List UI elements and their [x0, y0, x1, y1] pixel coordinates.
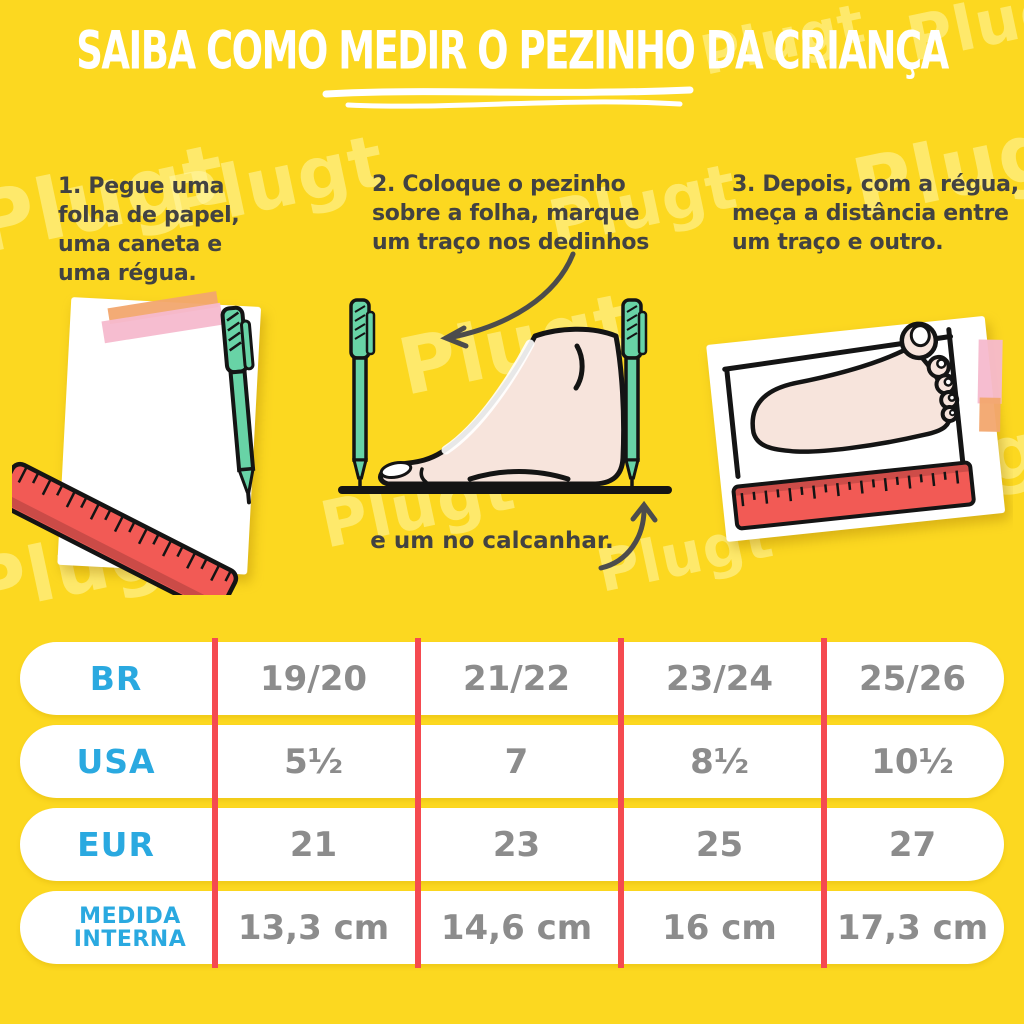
size-value: 25/26: [858, 658, 967, 699]
size-table: BR 19/20 21/22 23/24 25/26 USA 5½ 7 8½ 1…: [20, 638, 1004, 968]
size-value: 25: [695, 824, 744, 865]
pen-icon: [621, 298, 648, 490]
size-value: 16 cm: [662, 907, 777, 948]
step-2-line: 2. Coloque o pezinho: [372, 172, 626, 197]
page-title: SAIBA COMO MEDIR O PEZINHO DA CRIANÇA: [76, 20, 949, 82]
size-value: 23: [492, 824, 541, 865]
pen-icon: [220, 305, 256, 505]
ruler-icon: [731, 460, 976, 531]
size-value: 17,3 cm: [836, 907, 989, 948]
table-column-divider: [415, 638, 421, 968]
table-row-medida-interna: MEDIDA INTERNA 13,3 cm 14,6 cm 16 cm 17,…: [20, 891, 1004, 964]
step-2-line: sobre a folha, marque: [372, 201, 640, 226]
foot-top-illustration: [750, 321, 960, 454]
size-value: 13,3 cm: [237, 907, 390, 948]
table-row-usa: USA 5½ 7 8½ 10½: [20, 725, 1004, 798]
toenail: [909, 324, 931, 348]
toenail: [936, 358, 947, 369]
paper-sheet: [57, 297, 261, 575]
size-value: 21/22: [462, 658, 571, 699]
size-value: 8½: [690, 741, 749, 782]
step-1-illustration: [12, 291, 261, 595]
step-2-illustration: [338, 251, 672, 494]
toenail: [947, 393, 957, 402]
size-value: 14,6 cm: [440, 907, 593, 948]
size-system-label: MEDIDA INTERNA: [73, 903, 187, 952]
size-value: 19/20: [259, 658, 368, 699]
size-value: 5½: [284, 741, 343, 782]
size-value: 7: [504, 741, 529, 782]
size-value: 10½: [871, 741, 954, 782]
title-underline-doodle: [322, 86, 694, 109]
step-3-line: meça a distância entre: [732, 201, 1009, 226]
step-2-instructions: 2. Coloque o pezinho sobre a folha, marq…: [372, 170, 649, 257]
step-1-line: uma régua.: [58, 261, 197, 286]
pen-icon: [349, 298, 376, 490]
table-column-divider: [618, 638, 624, 968]
table-column-divider: [212, 638, 218, 968]
step-1-line: 1. Pegue uma: [58, 174, 225, 199]
foot-side-illustration: [378, 326, 627, 487]
step-1-line: uma caneta e: [58, 232, 222, 257]
table-row-eur: EUR 21 23 25 27: [20, 808, 1004, 881]
ruler-icon: [12, 461, 239, 595]
step-3-instructions: 3. Depois, com a régua, meça a distância…: [732, 170, 1019, 257]
arrow-icon: [440, 251, 576, 349]
toe-crease: [419, 467, 428, 484]
heel-caption: e um no calcanhar.: [370, 528, 614, 554]
arrow-icon: [598, 500, 658, 571]
size-system-label: USA: [76, 742, 156, 781]
step-1-line: folha de papel,: [58, 203, 240, 228]
step-2-line: um traço nos dedinhos: [372, 230, 649, 255]
ankle-crease: [573, 343, 585, 391]
tape-strip: [101, 291, 224, 344]
step-1-instructions: 1. Pegue uma folha de papel, uma caneta …: [58, 172, 240, 288]
table-row-br: BR 19/20 21/22 23/24 25/26: [20, 642, 1004, 715]
step-3-illustration: [706, 316, 1005, 542]
size-system-label: EUR: [77, 825, 155, 864]
step-3-line: um traço e outro.: [732, 230, 944, 255]
tape-strip: [977, 339, 1003, 432]
size-system-label: BR: [89, 659, 143, 698]
arch-line: [467, 469, 571, 482]
step-3-line: 3. Depois, com a régua,: [732, 172, 1019, 197]
size-value: 21: [289, 824, 338, 865]
table-column-divider: [821, 638, 827, 968]
size-value: 23/24: [665, 658, 774, 699]
toenail: [949, 409, 957, 417]
toenail: [943, 377, 954, 387]
toenail: [379, 460, 413, 480]
size-value: 27: [888, 824, 937, 865]
